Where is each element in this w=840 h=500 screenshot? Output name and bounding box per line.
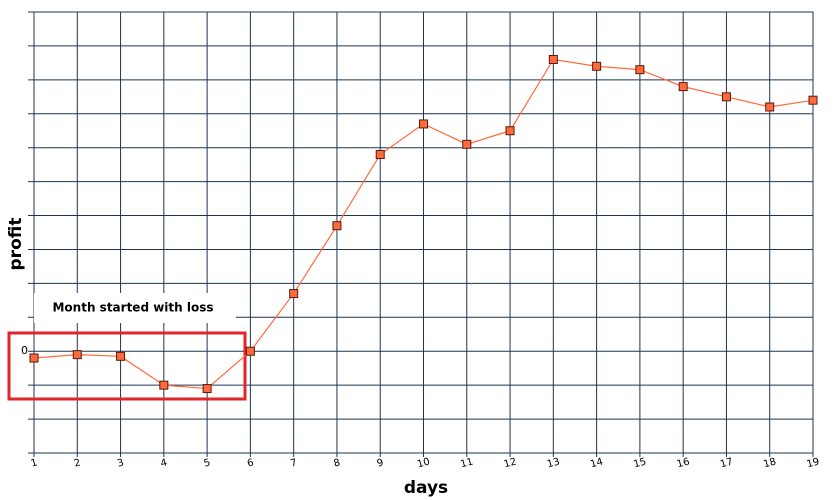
x-tick-label: 4 — [159, 457, 168, 469]
highlight-box — [7, 331, 247, 401]
x-tick-label: 15 — [632, 457, 647, 471]
annotation-box — [34, 293, 236, 323]
x-tick-label: 11 — [459, 457, 474, 471]
point — [462, 139, 472, 149]
x-tick-label: 16 — [676, 457, 691, 471]
x-axis-label: days — [404, 478, 448, 498]
annotation: Month started with loss — [52, 301, 213, 315]
x-tick-label: 19 — [806, 457, 821, 471]
x-tick-label: 17 — [719, 457, 734, 471]
x-tick-label: 1 — [30, 457, 39, 469]
x-tick-label: 6 — [246, 457, 255, 469]
y-axis-label: profit — [6, 218, 26, 271]
point — [245, 346, 255, 356]
point — [505, 126, 515, 136]
x-tick-label: 12 — [503, 457, 518, 471]
x-tick-label: 8 — [333, 457, 342, 469]
point — [332, 221, 342, 231]
x-tick-label: 7 — [289, 457, 298, 469]
x-tick-label: 18 — [762, 457, 777, 471]
point — [159, 380, 169, 390]
point — [808, 95, 818, 105]
x-tick-label: 14 — [589, 457, 604, 471]
x-tick-label: 2 — [73, 457, 82, 469]
point — [375, 149, 385, 159]
point — [721, 92, 731, 102]
point — [592, 61, 602, 71]
x-tick-label: 10 — [416, 457, 431, 471]
point — [72, 350, 82, 360]
point — [548, 54, 558, 64]
point — [678, 82, 688, 92]
point — [635, 65, 645, 75]
y-tick-label: 0 — [21, 344, 28, 357]
point — [116, 351, 126, 361]
point — [202, 384, 212, 394]
point — [29, 353, 39, 363]
point — [765, 102, 775, 112]
point — [289, 289, 299, 299]
point — [419, 119, 428, 129]
x-tick-label: 3 — [116, 457, 125, 469]
x-tick-label: 5 — [203, 457, 212, 469]
x-tick-label: 9 — [376, 457, 385, 469]
x-tick-label: 13 — [546, 457, 561, 471]
